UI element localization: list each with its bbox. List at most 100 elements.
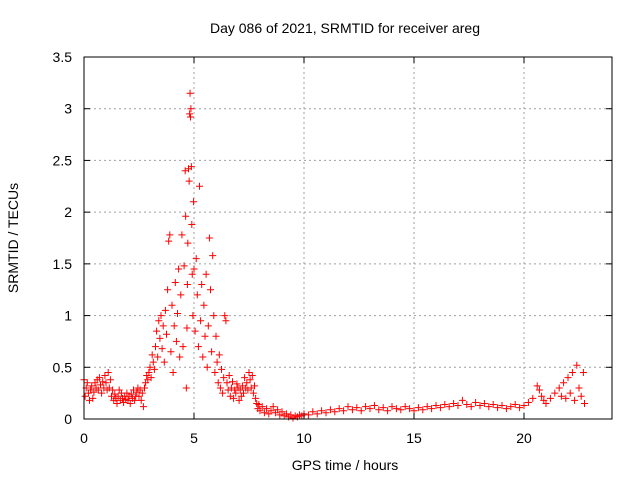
data-point [141, 384, 148, 392]
data-point [248, 372, 256, 380]
data-point [230, 394, 238, 402]
data-point [163, 330, 170, 338]
data-point [274, 406, 282, 414]
data-point [260, 409, 268, 417]
data-point [414, 404, 422, 412]
data-point [489, 401, 497, 409]
data-point [192, 255, 200, 263]
data-point [200, 301, 208, 309]
data-point [309, 408, 317, 416]
data-point [533, 382, 541, 390]
data-point [235, 396, 243, 404]
data-point [131, 396, 139, 404]
data-point [401, 403, 409, 411]
data-point [485, 403, 493, 411]
data-point [450, 399, 458, 407]
data-point [318, 407, 326, 415]
data-point [392, 405, 400, 413]
data-point [229, 378, 236, 386]
data-point [326, 406, 334, 414]
data-point [191, 327, 199, 335]
data-point [357, 407, 365, 415]
data-point [258, 403, 266, 411]
data-point [494, 404, 502, 412]
data-point [190, 265, 198, 273]
data-point [180, 262, 188, 270]
data-point [208, 348, 216, 356]
data-point [571, 396, 579, 404]
y-tick-label: 3 [64, 101, 72, 117]
data-point [209, 252, 217, 260]
data-point [445, 403, 453, 411]
data-point [370, 402, 378, 410]
data-point [476, 402, 484, 410]
data-point [546, 394, 554, 402]
data-point [188, 270, 196, 278]
data-point [362, 403, 370, 411]
data-point [419, 406, 427, 414]
data-point [189, 312, 197, 320]
data-point [145, 368, 153, 376]
data-point [542, 399, 550, 407]
data-point [176, 353, 184, 361]
chart-title: Day 086 of 2021, SRMTID for receiver are… [210, 20, 480, 36]
data-point [379, 404, 387, 412]
data-point [164, 286, 172, 294]
data-point [174, 310, 181, 318]
data-point [102, 379, 110, 387]
data-point [165, 237, 173, 245]
data-point [213, 358, 221, 366]
data-point [139, 403, 147, 411]
data-point [197, 317, 205, 325]
x-tick-label: 10 [296, 430, 312, 446]
data-point [204, 322, 212, 330]
data-point [210, 312, 218, 320]
data-point [220, 374, 228, 382]
x-axis-label: GPS time / hours [292, 457, 399, 473]
data-point [313, 410, 321, 418]
data-point [397, 406, 405, 414]
data-point [557, 392, 565, 400]
data-point [203, 363, 211, 371]
data-point [566, 389, 574, 397]
data-point [155, 317, 163, 325]
data-point [573, 361, 581, 369]
y-tick-label: 1.5 [53, 256, 73, 272]
y-tick-label: 3.5 [53, 49, 73, 65]
data-point [137, 396, 145, 404]
data-point [366, 405, 374, 413]
data-point [187, 163, 195, 171]
data-point [221, 312, 229, 320]
data-point [194, 343, 202, 351]
data-point [579, 368, 587, 376]
data-point [211, 368, 219, 376]
data-point [188, 221, 196, 229]
data-point [249, 389, 257, 397]
data-point [480, 399, 488, 407]
data-point [186, 89, 194, 97]
data-point [278, 408, 286, 416]
data-point [560, 379, 568, 387]
x-tick-label: 15 [406, 430, 422, 446]
data-point [207, 286, 214, 294]
x-tick-label: 5 [190, 430, 198, 446]
data-point [575, 384, 583, 392]
data-point [171, 278, 179, 286]
data-point [172, 337, 180, 345]
y-tick-label: 0 [64, 411, 72, 427]
data-point [148, 351, 156, 359]
data-point [384, 407, 392, 415]
data-point [101, 372, 109, 380]
data-point [577, 392, 585, 400]
data-point [256, 407, 264, 415]
plot-frame [83, 56, 613, 420]
data-point [183, 324, 191, 332]
data-point [160, 358, 168, 366]
data-point [156, 334, 164, 342]
data-point [463, 401, 471, 409]
data-point [99, 378, 107, 386]
data-point [267, 407, 275, 415]
data-point [236, 386, 244, 394]
data-point [153, 327, 161, 335]
data-point [196, 182, 203, 190]
